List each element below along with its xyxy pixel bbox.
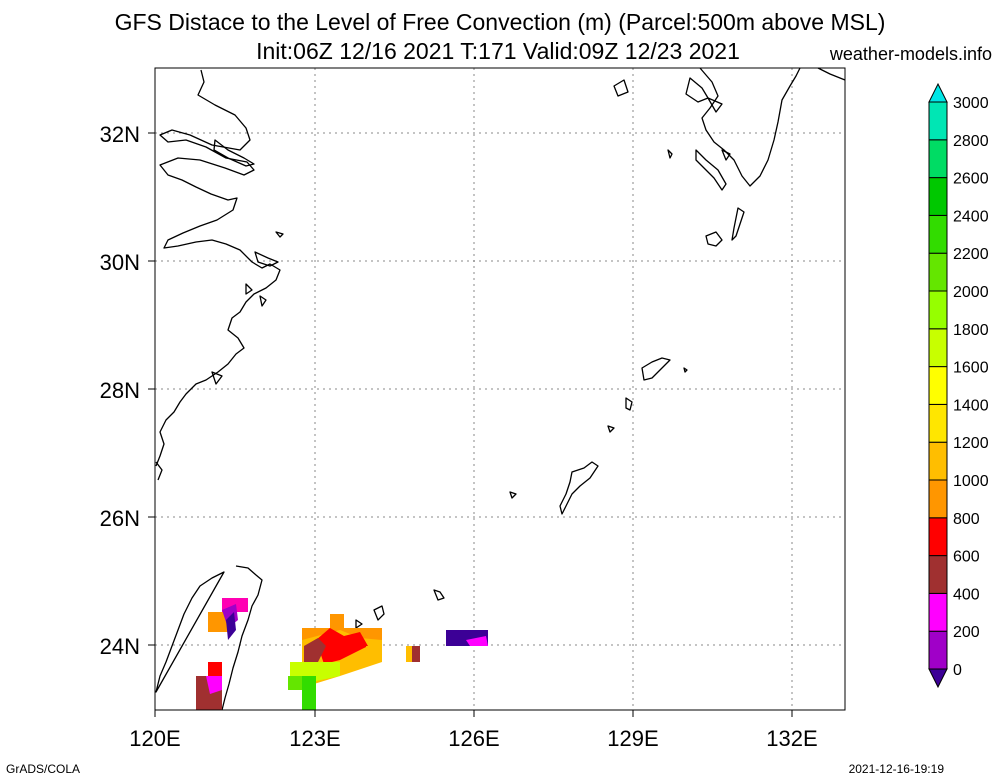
colorbar-tick-label: 2000 <box>953 284 989 301</box>
colorbar-segment <box>928 517 948 557</box>
colorbar-segment <box>928 101 948 141</box>
colorbar-segment <box>928 139 948 179</box>
footer-left-label: GrADS/COLA <box>6 762 81 776</box>
lon-label-120e: 120E <box>129 726 180 751</box>
lat-label-28n: 28N <box>100 378 140 403</box>
colorbar-tick-label: 400 <box>953 586 980 603</box>
lat-label-26n: 26N <box>100 506 140 531</box>
colorbar-tick-label: 800 <box>953 511 980 528</box>
colorbar-segment <box>928 214 948 254</box>
colorbar-tick-label: 1400 <box>953 397 989 414</box>
lat-axis <box>148 132 155 646</box>
colorbar-tick-label: 1000 <box>953 473 989 490</box>
chart-title-line2: Init:06Z 12/16 2021 T:171 Valid:09Z 12/2… <box>256 38 740 64</box>
colorbar-tick-label: 3000 <box>953 95 989 112</box>
grid-lines <box>155 68 845 710</box>
shaded-field <box>196 598 488 710</box>
colorbar-segment <box>928 555 948 594</box>
colorbar-tick-label: 2800 <box>953 133 989 150</box>
lon-axis <box>154 710 793 717</box>
colorbar-segment <box>928 592 948 632</box>
lon-label-123e: 123E <box>289 726 340 751</box>
colorbar-tick-label: 2600 <box>953 171 989 188</box>
chart-title-line1: GFS Distace to the Level of Free Convect… <box>114 9 886 35</box>
colorbar-segment <box>928 177 948 216</box>
colorbar: 0 200 400 600 800 1000 1200 1400 1600 1800 2000 220… <box>928 82 989 689</box>
colorbar-tick-label: 200 <box>953 624 980 641</box>
colorbar-segment <box>928 630 948 670</box>
colorbar-segment <box>928 366 948 405</box>
colorbar-tick-label: 0 <box>953 662 962 679</box>
colorbar-tick-label: 1800 <box>953 322 989 339</box>
coastlines <box>155 67 846 711</box>
lon-label-132e: 132E <box>766 726 817 751</box>
colorbar-tick-label: 2200 <box>953 246 989 263</box>
colorbar-segment <box>928 328 948 368</box>
lon-label-129e: 129E <box>607 726 658 751</box>
lon-label-126e: 126E <box>448 726 499 751</box>
colorbar-upper-triangle <box>928 82 948 103</box>
colorbar-segment <box>928 403 948 443</box>
lat-label-24n: 24N <box>100 634 140 659</box>
footer-timestamp: 2021-12-16-19:19 <box>848 762 944 776</box>
colorbar-segment <box>928 441 948 481</box>
colorbar-tick-label: 1200 <box>953 435 989 452</box>
colorbar-segment <box>928 479 948 519</box>
colorbar-segment <box>928 290 948 330</box>
colorbar-segment <box>928 252 948 292</box>
colorbar-lower-triangle <box>928 668 948 689</box>
lat-label-30n: 30N <box>100 250 140 275</box>
colorbar-tick-label: 2400 <box>953 208 989 225</box>
colorbar-tick-label: 600 <box>953 549 980 566</box>
site-label: weather-models.info <box>829 44 992 64</box>
lat-label-32n: 32N <box>100 122 140 147</box>
colorbar-tick-label: 1600 <box>953 360 989 377</box>
